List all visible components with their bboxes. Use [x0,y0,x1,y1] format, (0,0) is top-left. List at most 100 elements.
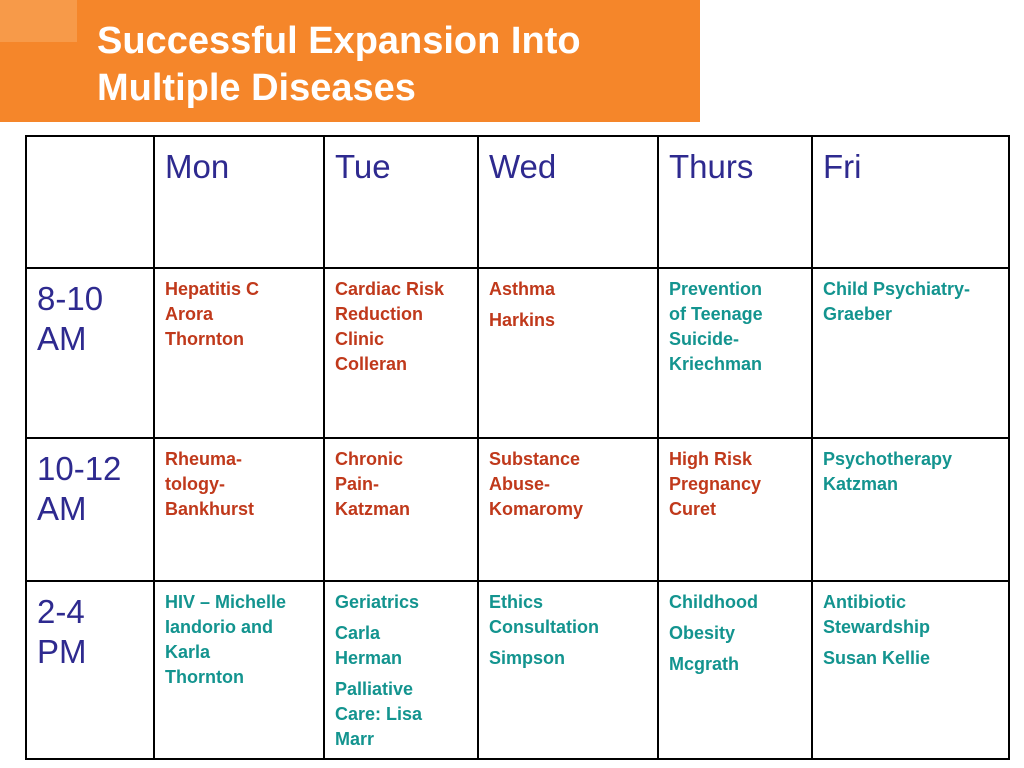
schedule-cell: Child Psychiatry- Graeber [811,267,1010,439]
clinic-text: Simpson [489,648,566,668]
time-slot-text: AM [37,320,87,357]
clinic-entry: High Risk Pregnancy Curet [669,447,803,522]
clinic-entry: Childhood [669,590,803,615]
clinic-entry: Carla Herman [335,621,469,671]
clinic-entry: Ethics Consultation [489,590,649,640]
clinic-entry: Susan Kellie [823,646,1000,671]
clinic-entry: Geriatrics [335,590,469,615]
clinic-text: Herman [335,648,403,668]
clinic-entry: Obesity [669,621,803,646]
clinic-text: Susan Kellie [823,648,931,668]
clinic-text: Marr [335,729,375,749]
clinic-entry: Simpson [489,646,649,671]
schedule-cell: HIV – Michelle Iandorio and Karla Thornton [153,580,325,760]
clinic-text: Karla [165,642,211,662]
time-slot-text: PM [37,633,87,670]
clinic-text: Consultation [489,617,599,637]
clinic-text: Antibiotic [823,592,906,612]
day-header-wed: Wed [477,135,659,269]
schedule-cell: Rheuma-tology- Bankhurst [153,437,325,582]
clinic-text: Asthma [489,279,556,299]
clinic-text: Reduction [335,304,423,324]
time-slot-label: 2-4 PM [25,580,155,760]
clinic-entry: Chronic Pain- Katzman [335,447,469,522]
clinic-entry: Palliative Care: Lisa Marr [335,677,469,752]
clinic-text: Komaromy [489,499,584,519]
clinic-entry: HIV – Michelle Iandorio and Karla Thornton [165,590,315,690]
clinic-text: Pregnancy [669,474,762,494]
clinic-text: Hepatitis C [165,279,260,299]
clinic-text: Geriatrics [335,592,420,612]
clinic-text: Ethics [489,592,544,612]
clinic-text: Childhood [669,592,758,612]
time-slot-text: 8-10 [37,280,104,317]
time-slot-row: 8-10 AM Hepatitis C Arora Thornton Cardiac Ri… [25,267,1010,439]
clinic-entry: Psychotherapy Katzman [823,447,1000,497]
schedule-cell: Ethics Consultation Simpson [477,580,659,760]
clinic-text: Curet [669,499,717,519]
slide-title-line-2: Multiple Diseases [97,67,416,109]
time-slot-label: 10-12 AM [25,437,155,582]
clinic-text: HIV – Michelle [165,592,287,612]
schedule-cell: Geriatrics Carla Herman Palliative Care: Lis… [323,580,479,760]
clinic-text: Kriechman [669,354,763,374]
schedule-cell: Asthma Harkins [477,267,659,439]
clinic-entry: Cardiac Risk Reduction Clinic Colleran [335,277,469,377]
time-slot-label: 8-10 AM [25,267,155,439]
clinic-text: Child Psychiatry- [823,279,971,299]
day-header-thurs: Thurs [657,135,813,269]
clinic-text: Obesity [669,623,736,643]
clinic-text: Katzman [823,474,899,494]
corner-cell [25,135,155,269]
clinic-text: Psychotherapy [823,449,953,469]
clinic-text: Bankhurst [165,499,255,519]
clinic-entry: Harkins [489,308,649,333]
clinic-text: of Teenage [669,304,763,324]
clinic-entry: Hepatitis C Arora Thornton [165,277,315,352]
clinic-entry: Substance Abuse- Komaromy [489,447,649,522]
clinic-text: Graeber [823,304,893,324]
clinic-text: Iandorio and [165,617,273,637]
time-slot-row: 10-12 AM Rheuma-tology- Bankhurst Chronic Pai… [25,437,1010,582]
schedule-table: Mon Tue Wed Thurs Fri 8-10 AM Hepatitis C Arora T… [25,135,1010,760]
schedule-cell: High Risk Pregnancy Curet [657,437,813,582]
title-corner-accent [0,0,77,42]
schedule-cell: Antibiotic Stewardship Susan Kellie [811,580,1010,760]
schedule-cell: Prevention of Teenage Suicide- Kriechman [657,267,813,439]
schedule-cell: Childhood Obesity Mcgrath [657,580,813,760]
clinic-text: Palliative [335,679,414,699]
schedule-cell: Psychotherapy Katzman [811,437,1010,582]
clinic-text: Care: Lisa [335,704,423,724]
schedule-cell: Hepatitis C Arora Thornton [153,267,325,439]
clinic-text: Rheuma- [165,449,243,469]
clinic-text: Carla [335,623,381,643]
clinic-entry: Mcgrath [669,652,803,677]
clinic-text: Chronic [335,449,404,469]
clinic-text: Suicide- [669,329,740,349]
clinic-text: Clinic [335,329,385,349]
time-slot-row: 2-4 PM HIV – Michelle Iandorio and Karla Thor… [25,580,1010,760]
header-row: Mon Tue Wed Thurs Fri [25,135,1010,269]
schedule-cell: Cardiac Risk Reduction Clinic Colleran [323,267,479,439]
time-slot-text: 10-12 [37,450,122,487]
clinic-entry: Asthma [489,277,649,302]
clinic-text: Colleran [335,354,408,374]
clinic-text: Harkins [489,310,556,330]
clinic-text: Arora [165,304,214,324]
day-header-mon: Mon [153,135,325,269]
clinic-text: Prevention [669,279,763,299]
clinic-text: Pain- [335,474,380,494]
clinic-text: Abuse- [489,474,551,494]
title-bar: Successful Expansion Into Multiple Disea… [0,0,700,122]
clinic-text: High Risk [669,449,753,469]
clinic-text: Cardiac Risk [335,279,445,299]
clinic-entry: Rheuma-tology- Bankhurst [165,447,315,522]
clinic-entry: Antibiotic Stewardship [823,590,1000,640]
clinic-entry: Child Psychiatry- Graeber [823,277,1000,327]
clinic-text: Substance [489,449,581,469]
day-header-tue: Tue [323,135,479,269]
clinic-entry: Prevention of Teenage Suicide- Kriechman [669,277,803,377]
clinic-text: Thornton [165,329,244,349]
clinic-text: tology- [165,474,225,494]
time-slot-text: 2-4 [37,593,85,630]
